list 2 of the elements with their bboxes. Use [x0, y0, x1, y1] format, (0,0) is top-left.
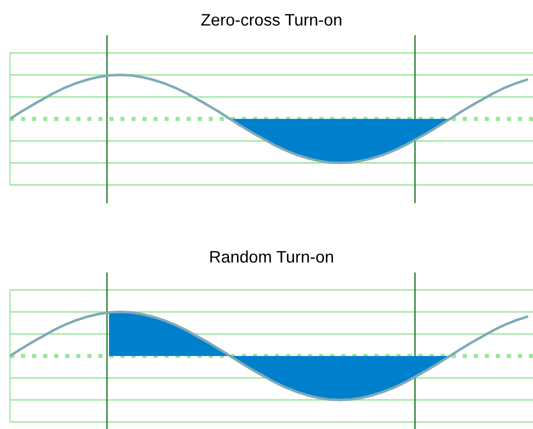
chart-title: Zero-cross Turn-on [201, 14, 342, 26]
chart-title: Random Turn-on [210, 250, 333, 263]
